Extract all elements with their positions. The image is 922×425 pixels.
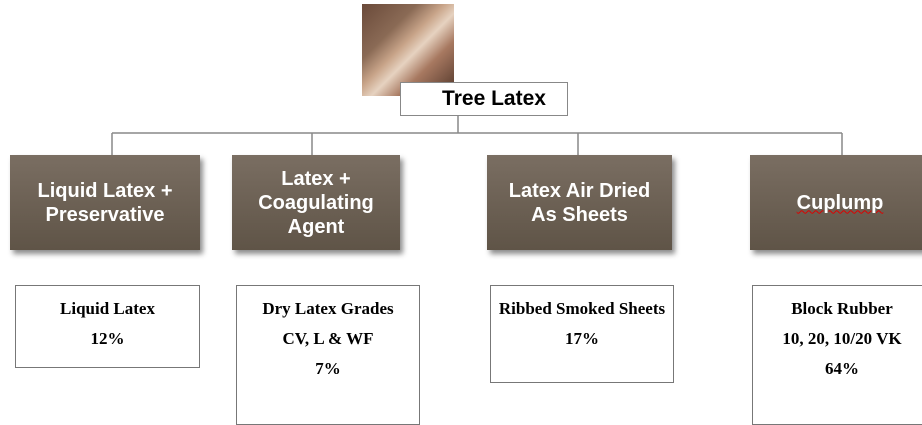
product-text: Dry Latex Grades [262, 299, 394, 318]
root-node: Tree Latex [400, 82, 568, 116]
product-text: 64% [825, 359, 859, 379]
branch-label: Latex + Coagulating Agent [258, 167, 374, 238]
product-text: 7% [315, 359, 341, 379]
product-text: CV, L & WF [282, 329, 374, 349]
product-text: 12% [90, 329, 125, 349]
product-text: 10, 20, 10/20 VK [782, 329, 902, 349]
photo [362, 4, 454, 96]
product-box: Liquid Latex 12% [15, 285, 200, 368]
branch-label: Cuplump [796, 191, 884, 214]
product-box: Block Rubber 10, 20, 10/20 VK 64% [752, 285, 922, 425]
product-text: Block Rubber [791, 299, 893, 318]
product-box: Dry Latex Grades CV, L & WF 7% [236, 285, 420, 425]
branch-label: Latex Air Dried As Sheets [508, 179, 651, 226]
product-box: Ribbed Smoked Sheets 17% [490, 285, 674, 383]
branch-node: Latex Air Dried As Sheets [487, 155, 672, 250]
product-text: Ribbed Smoked Sheets [498, 299, 666, 318]
branch-node: Latex + Coagulating Agent [232, 155, 400, 250]
branch-node: Cuplump [750, 155, 922, 250]
product-text: 17% [565, 329, 599, 349]
product-text: Liquid Latex [60, 299, 155, 318]
branch-label: Liquid Latex + Preservative [37, 179, 173, 226]
branch-node: Liquid Latex + Preservative [10, 155, 200, 250]
